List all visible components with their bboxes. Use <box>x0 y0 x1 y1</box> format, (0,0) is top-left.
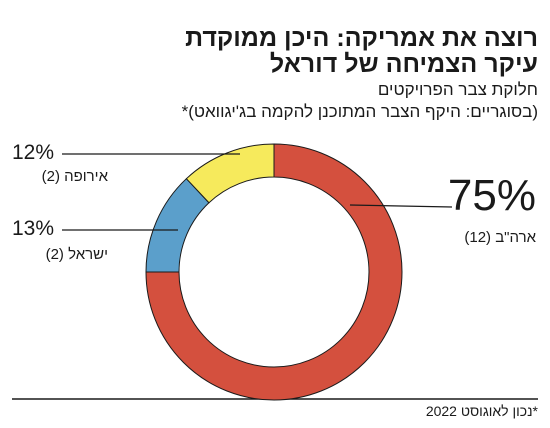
donut-slice <box>145 143 403 401</box>
value-label: 13% <box>12 217 54 240</box>
chart-subtitle: חלוקת צבר הפרויקטים <box>378 80 538 99</box>
chart-subtitle: (בסוגריים: היקף הצבר המתוכנן להקמה בג'יג… <box>182 102 538 121</box>
category-label: אירופה (2) <box>42 168 109 185</box>
chart-title: עיקר הצמיחה של דוראל <box>270 50 538 78</box>
chart-title: רוצה את אמריקה: היכן ממוקדת <box>185 24 538 52</box>
leader-line <box>349 204 453 208</box>
value-label: 75% <box>448 171 536 220</box>
footnote: *נכון לאוגוסט 2022 <box>426 403 539 419</box>
value-label: 12% <box>12 141 54 164</box>
donut-slice <box>185 143 275 204</box>
category-label: ישראל (2) <box>46 246 108 263</box>
category-label: ארה"ב (12) <box>464 229 536 246</box>
